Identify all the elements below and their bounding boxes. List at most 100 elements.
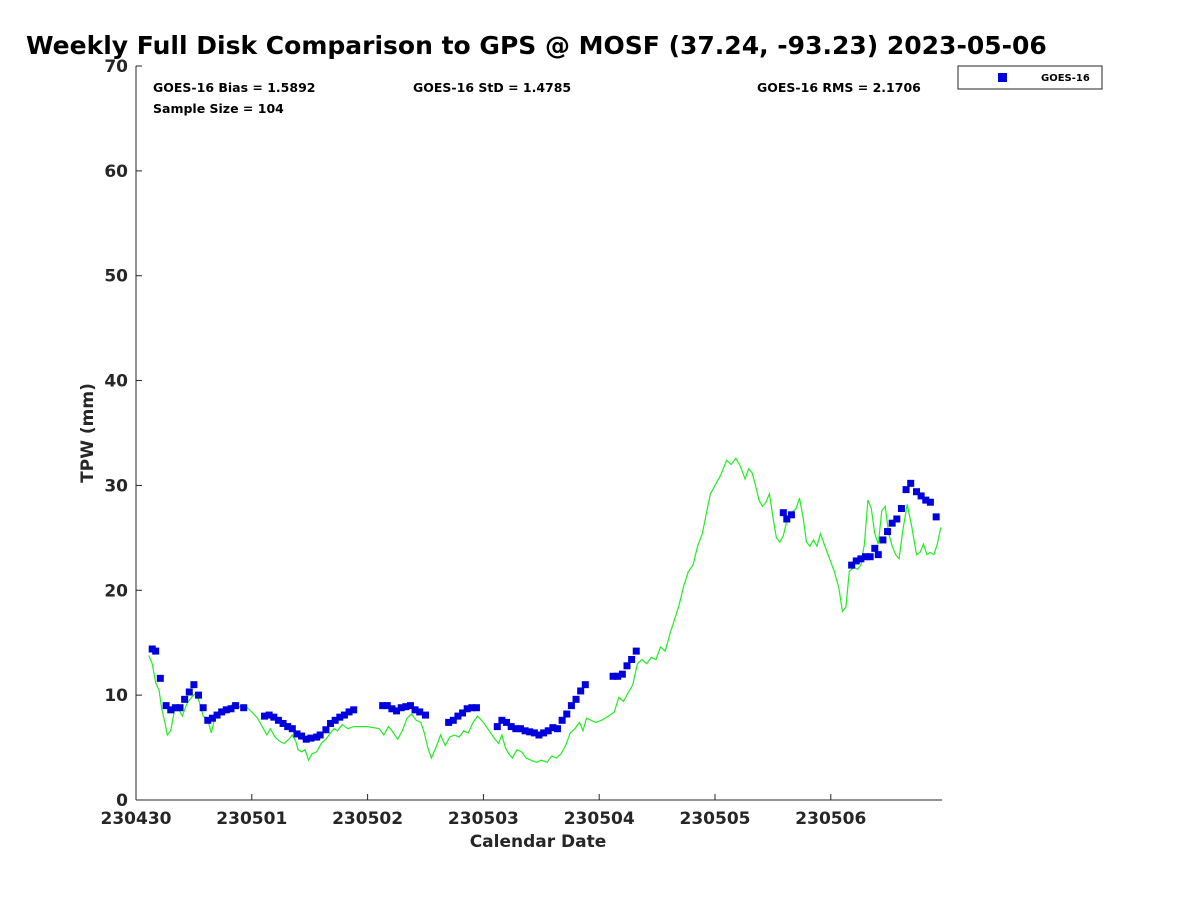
y-tick-label: 20 [104,581,128,601]
data-point-goes16 [463,705,471,713]
y-axis-label: TPW (mm) [78,383,98,483]
data-point-goes16 [503,718,511,726]
data-point-goes16 [265,711,273,719]
data-point-goes16 [787,511,795,519]
stats-block: GOES-16 Bias = 1.5892 GOES-16 StD = 1.47… [153,80,921,116]
data-point-goes16 [171,704,179,712]
data-point-goes16 [888,519,896,527]
series-layer [148,457,942,764]
data-point-goes16 [422,711,429,719]
y-tick-label: 40 [104,372,128,392]
data-point-goes16 [922,496,930,504]
x-tick-label: 230505 [680,809,751,829]
data-point-goes16 [472,704,480,712]
plot-area [135,66,942,801]
x-axis-label: Calendar Date [470,832,607,852]
data-point-goes16 [530,729,538,737]
data-point-goes16 [618,670,626,678]
data-point-goes16 [293,730,301,738]
data-point-goes16 [240,704,248,712]
data-point-goes16 [558,716,566,724]
data-point-goes16 [907,479,915,487]
data-point-goes16 [402,703,410,711]
std-stat: GOES-16 StD = 1.4785 [413,80,571,95]
chart-title: Weekly Full Disk Comparison to GPS @ MOS… [26,31,1047,60]
data-point-goes16 [783,515,791,523]
x-tick-label: 230504 [564,809,635,829]
data-point-goes16 [152,647,160,655]
data-point-goes16 [454,712,462,720]
legend-marker-goes16 [998,73,1007,82]
data-point-goes16 [279,719,287,727]
data-point-goes16 [397,704,405,712]
y-tick-label: 30 [104,476,128,496]
data-point-goes16 [199,704,207,712]
data-point-goes16 [388,705,396,713]
data-point-goes16 [563,710,571,718]
data-point-goes16 [623,662,631,670]
data-point-goes16 [874,551,882,559]
data-point-goes16 [350,706,358,714]
data-point-goes16 [288,725,296,733]
y-tick-label: 0 [116,791,128,811]
series-line-gps [148,457,942,764]
data-point-goes16 [340,711,348,719]
data-point-goes16 [222,706,230,714]
x-tick-label: 230502 [332,809,403,829]
data-point-goes16 [327,719,335,727]
data-point-goes16 [879,536,887,544]
data-point-goes16 [852,557,860,565]
data-point-goes16 [857,555,865,563]
data-point-goes16 [614,672,622,680]
x-tick-label: 230430 [101,809,172,829]
data-point-goes16 [549,724,557,732]
data-point-goes16 [270,713,278,721]
data-point-goes16 [902,486,910,494]
legend: GOES-16 [957,65,1103,90]
data-point-goes16 [322,726,330,734]
data-point-goes16 [848,561,856,569]
legend-box [957,65,1103,90]
data-point-goes16 [932,513,940,521]
data-point-goes16 [445,718,453,726]
data-point-goes16 [307,734,315,742]
data-point-goes16 [190,681,198,689]
data-point-goes16 [779,509,787,517]
x-tick-label: 230503 [448,809,519,829]
data-point-goes16 [897,504,905,512]
data-point-goes16 [866,553,874,561]
data-point-goes16 [544,727,552,735]
data-point-goes16 [383,702,391,710]
data-point-goes16 [512,725,520,733]
data-point-goes16 [917,492,925,500]
data-point-goes16 [274,716,282,724]
y-ticks: 0 10 20 30 40 50 60 70 [104,57,142,811]
data-point-goes16 [516,725,524,733]
data-point-goes16 [554,725,562,733]
data-point-goes16 [156,674,164,682]
x-ticks: 230430 230501 230502 230503 230504 230505 2305… [101,794,866,829]
data-point-goes16 [581,681,589,689]
data-point-goes16 [195,691,203,699]
data-point-goes16 [345,708,353,716]
data-point-goes16 [493,723,501,731]
data-point-goes16 [162,702,170,710]
data-point-goes16 [379,702,387,710]
data-point-goes16 [572,695,580,703]
data-point-goes16 [609,672,617,680]
legend-label-goes16: GOES-16 [1041,73,1090,84]
data-point-goes16 [298,732,306,740]
data-point-goes16 [449,716,457,724]
data-point-goes16 [416,708,424,716]
data-point-goes16 [540,729,548,737]
data-point-goes16 [218,708,226,716]
y-tick-label: 50 [104,267,128,287]
data-point-goes16 [167,706,175,714]
data-point-goes16 [208,714,216,722]
x-tick-label: 230501 [216,809,287,829]
data-point-goes16 [204,716,212,724]
data-point-goes16 [185,688,193,696]
data-point-goes16 [926,498,934,506]
data-point-goes16 [632,647,640,655]
